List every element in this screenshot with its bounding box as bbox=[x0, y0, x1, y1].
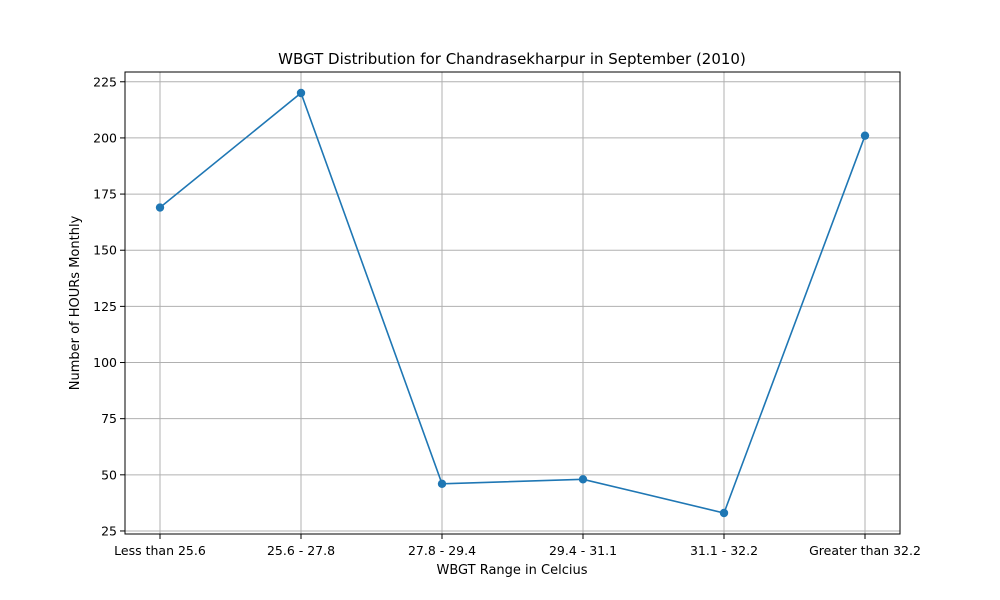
series bbox=[155, 88, 870, 518]
y-tick-label: 200 bbox=[93, 130, 117, 145]
y-axis-label: Number of HOURs Monthly bbox=[68, 215, 83, 390]
y-tick-label: 25 bbox=[101, 523, 117, 538]
data-point bbox=[437, 479, 447, 489]
grid bbox=[125, 72, 900, 534]
x-tick-label: 25.6 - 27.8 bbox=[267, 543, 335, 558]
y-axis-ticks: 25 50 75 100 125 150 175 200 225 bbox=[93, 74, 125, 538]
plot-frame bbox=[124, 71, 901, 535]
x-tick-label: Greater than 32.2 bbox=[809, 543, 921, 558]
data-point bbox=[578, 475, 588, 484]
x-tick-label: Less than 25.6 bbox=[114, 543, 206, 558]
y-tick-label: 125 bbox=[93, 299, 117, 314]
y-tick-label: 225 bbox=[93, 74, 117, 89]
x-tick-label: 29.4 - 31.1 bbox=[549, 543, 617, 558]
data-point bbox=[155, 203, 165, 212]
chart-title: WBGT Distribution for Chandrasekharpur i… bbox=[278, 50, 746, 68]
x-axis-ticks: Less than 25.6 25.6 - 27.8 27.8 - 29.4 29.4… bbox=[114, 534, 921, 558]
y-tick-label: 75 bbox=[101, 411, 117, 426]
y-tick-label: 50 bbox=[101, 467, 117, 482]
x-tick-label: 27.8 - 29.4 bbox=[408, 543, 476, 558]
series-line bbox=[159, 91, 866, 514]
y-tick-label: 175 bbox=[93, 187, 117, 202]
data-point bbox=[296, 88, 306, 98]
y-tick-label: 100 bbox=[93, 355, 117, 370]
data-point bbox=[719, 508, 729, 518]
y-tick-label: 150 bbox=[93, 243, 117, 258]
data-point bbox=[860, 131, 870, 140]
x-tick-label: 31.1 - 32.2 bbox=[690, 543, 758, 558]
x-axis-label: WBGT Range in Celcius bbox=[436, 563, 587, 578]
